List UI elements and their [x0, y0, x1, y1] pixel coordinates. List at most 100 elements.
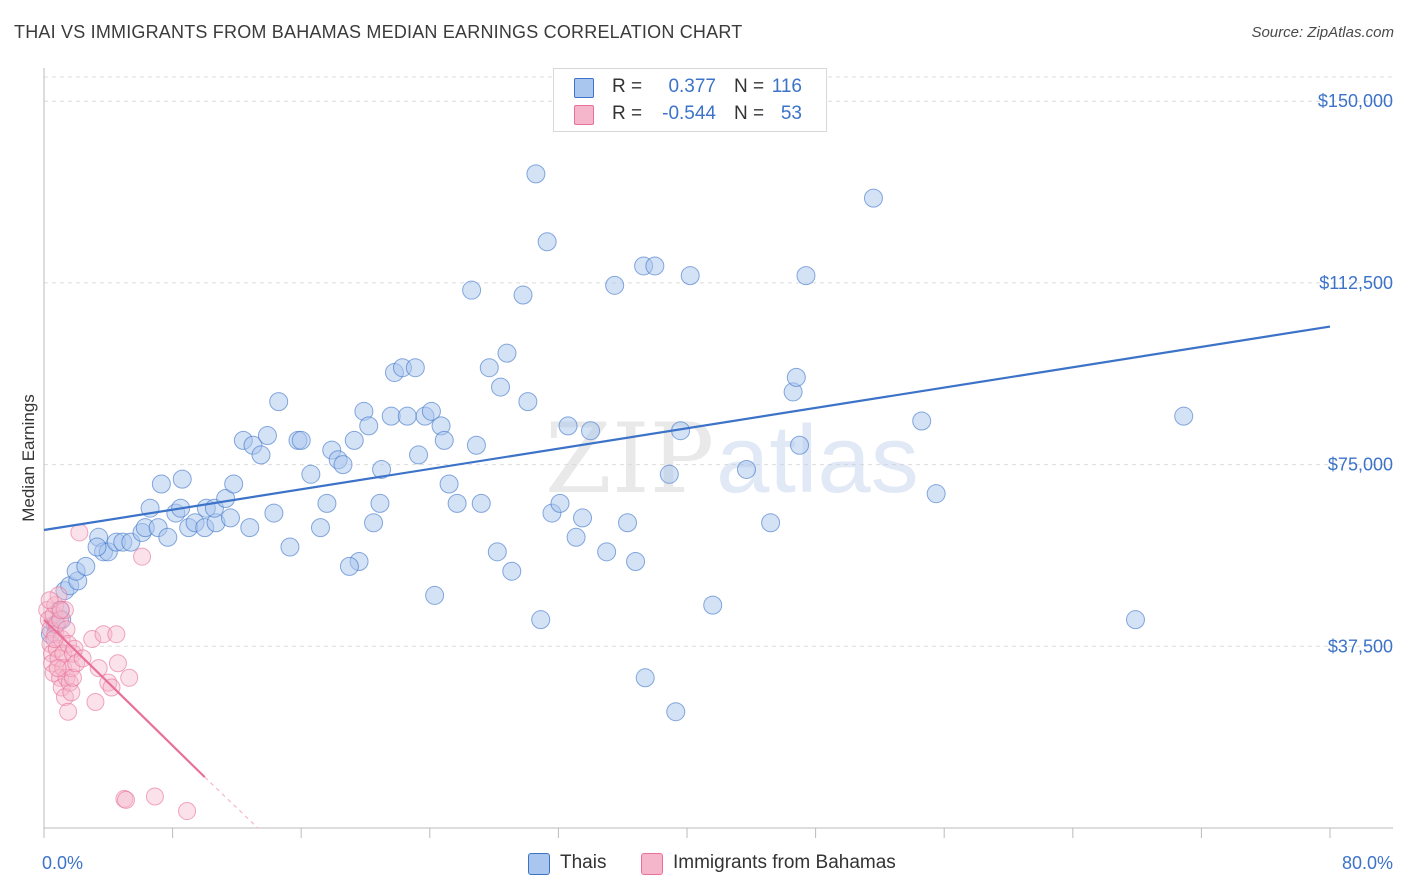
legend-n-value: 53: [780, 103, 802, 124]
legend-r-label: R =: [612, 103, 643, 124]
bahamas-point: [57, 620, 76, 639]
thais-point: [471, 493, 491, 513]
bahamas-point: [59, 702, 78, 721]
thais-point: [409, 445, 429, 465]
thais-point: [487, 542, 507, 562]
thais-point: [926, 484, 946, 504]
thais-point: [224, 474, 244, 494]
bahamas-point: [133, 547, 152, 566]
bahamas-point: [178, 802, 197, 821]
series-thais-points: [40, 164, 1194, 722]
chart-title: THAI VS IMMIGRANTS FROM BAHAMAS MEDIAN E…: [14, 22, 743, 42]
legend-row-thais: R = 0.377 N = 116: [554, 73, 826, 101]
thais-point: [466, 435, 486, 455]
thais-point: [666, 702, 686, 722]
thais-point: [220, 508, 240, 528]
thais-point: [502, 561, 522, 581]
bahamas-point: [62, 683, 81, 702]
series-bahamas-points: [38, 523, 197, 821]
axes: [43, 68, 1393, 838]
thais-point: [280, 537, 300, 557]
thais-point: [151, 474, 171, 494]
legend-row-bahamas: R = -0.544 N = 53: [554, 100, 826, 128]
bahamas-point: [60, 673, 79, 692]
bahamas-point: [89, 659, 108, 678]
x-tick-min: 0.0%: [42, 853, 83, 873]
thais-point: [344, 430, 364, 450]
thais-point: [425, 585, 445, 605]
x-tick-max: 80.0%: [1342, 853, 1393, 873]
thais-point: [87, 537, 107, 557]
thais-point: [558, 416, 578, 436]
gridlines: [44, 76, 1393, 647]
thais-swatch: [528, 853, 550, 875]
bahamas-legend-label: Immigrants from Bahamas: [673, 852, 896, 873]
thais-point: [618, 513, 638, 533]
thais-point: [317, 493, 337, 513]
thais-point: [550, 493, 570, 513]
thais-point: [1125, 610, 1145, 630]
thais-point: [703, 595, 723, 615]
thais-point: [863, 188, 883, 208]
bahamas-point: [48, 659, 67, 678]
legend-n-label: N =: [734, 76, 765, 97]
thais-point: [526, 164, 546, 184]
thais-point: [597, 542, 617, 562]
y-tick-label: $150,000: [1318, 91, 1393, 111]
bahamas-swatch: [641, 853, 663, 875]
thais-point: [566, 527, 586, 547]
thais-legend-label: Thais: [560, 852, 607, 873]
bahamas-point: [55, 600, 74, 619]
thais-point: [447, 493, 467, 513]
thais-point: [240, 518, 260, 538]
thais-point: [581, 421, 601, 441]
thais-point: [680, 266, 700, 286]
series-legend: Thais Immigrants from Bahamas: [0, 852, 1406, 878]
y-tick-label: $37,500: [1328, 636, 1393, 656]
thais-point: [531, 610, 551, 630]
bahamas-point: [115, 789, 134, 808]
bahamas-trend-line: [43, 618, 206, 778]
thais-point: [339, 556, 359, 576]
thais-point: [573, 508, 593, 528]
thais-point: [381, 406, 401, 426]
thais-point: [257, 426, 277, 446]
thais-point: [513, 285, 533, 305]
thais-point: [518, 392, 538, 412]
thais-point: [333, 455, 353, 475]
legend-r-label: R =: [612, 76, 643, 97]
thais-point: [645, 256, 665, 276]
thais-point: [405, 358, 425, 378]
y-tick-label: $112,500: [1319, 273, 1393, 293]
thais-point: [434, 430, 454, 450]
thais-trend-line: [43, 325, 1331, 532]
bahamas-point: [94, 625, 113, 644]
bahamas-point: [86, 693, 105, 712]
thais-point: [462, 280, 482, 300]
thais-point: [172, 469, 192, 489]
thais-point: [269, 392, 289, 412]
bahamas-point: [70, 523, 89, 542]
thais-point: [397, 406, 417, 426]
y-axis-label: Median Earnings: [19, 394, 38, 522]
thais-point: [359, 416, 379, 436]
bahamas-point: [145, 787, 164, 806]
thais-point: [372, 459, 392, 479]
legend-swatch-blue: [574, 78, 594, 98]
watermark: ZIP atlas: [545, 403, 919, 515]
bahamas-point: [49, 649, 68, 668]
thais-point: [421, 401, 441, 421]
bahamas-point: [51, 600, 70, 619]
bahamas-point: [102, 678, 121, 697]
bahamas-point: [46, 596, 65, 615]
thais-point: [251, 445, 271, 465]
bahamas-point: [108, 654, 127, 673]
bahamas-point: [120, 668, 139, 687]
thais-point: [491, 377, 511, 397]
thais-point: [76, 556, 96, 576]
bahamas-point: [83, 630, 102, 649]
thais-point: [310, 518, 330, 538]
bahamas-point: [45, 630, 64, 649]
